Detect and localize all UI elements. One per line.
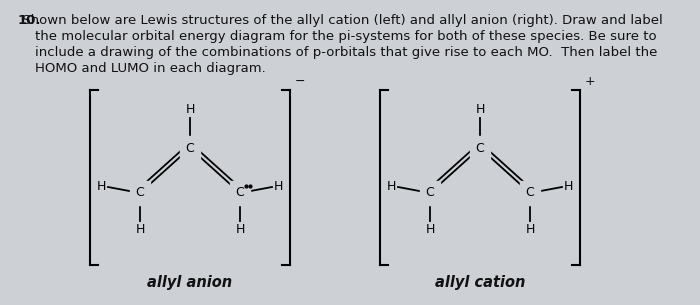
Text: H: H bbox=[274, 181, 284, 193]
Text: H: H bbox=[135, 223, 145, 236]
Text: C: C bbox=[136, 186, 144, 199]
Text: H: H bbox=[235, 223, 245, 236]
Text: H: H bbox=[564, 181, 573, 193]
Text: C: C bbox=[186, 142, 195, 155]
Text: allyl cation: allyl cation bbox=[435, 275, 525, 290]
Text: C: C bbox=[236, 186, 244, 199]
Text: C: C bbox=[475, 142, 484, 155]
Text: −: − bbox=[295, 75, 305, 88]
Text: allyl anion: allyl anion bbox=[148, 275, 232, 290]
Text: Shown below are Lewis structures of the allyl cation (left) and allyl anion (rig: Shown below are Lewis structures of the … bbox=[18, 14, 663, 27]
Text: H: H bbox=[426, 223, 435, 236]
Text: 10.: 10. bbox=[18, 14, 41, 27]
Text: H: H bbox=[525, 223, 535, 236]
Text: H: H bbox=[386, 181, 396, 193]
Text: H: H bbox=[97, 181, 106, 193]
Text: HOMO and LUMO in each diagram.: HOMO and LUMO in each diagram. bbox=[18, 62, 266, 75]
Text: C: C bbox=[526, 186, 534, 199]
Text: +: + bbox=[585, 75, 596, 88]
Text: the molecular orbital energy diagram for the pi-systems for both of these specie: the molecular orbital energy diagram for… bbox=[18, 30, 657, 43]
Text: H: H bbox=[186, 103, 195, 116]
Text: include a drawing of the combinations of p-orbitals that give rise to each MO.  : include a drawing of the combinations of… bbox=[18, 46, 657, 59]
Text: C: C bbox=[426, 186, 435, 199]
Text: H: H bbox=[475, 103, 484, 116]
